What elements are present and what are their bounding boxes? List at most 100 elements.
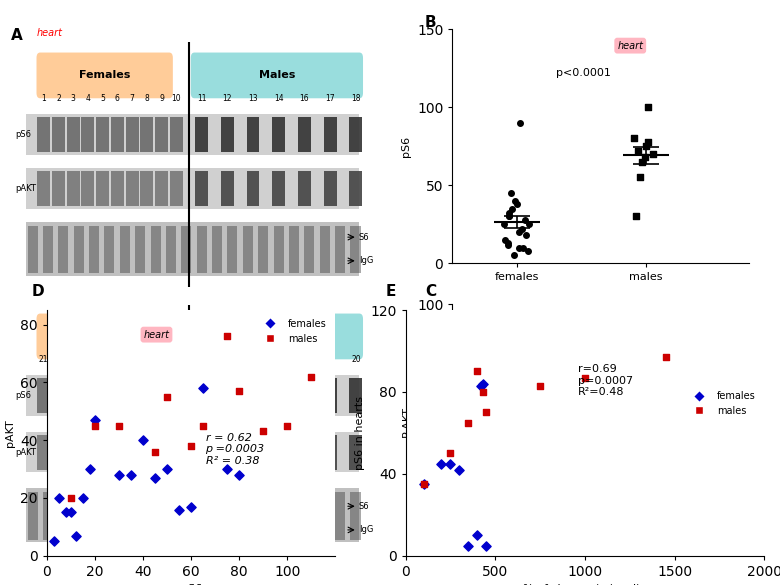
Point <box>60 508 73 517</box>
Point <box>112 470 125 480</box>
Bar <box>350 492 360 539</box>
Point <box>503 212 516 221</box>
Text: 5: 5 <box>101 94 105 103</box>
Bar <box>170 171 183 206</box>
Text: 12: 12 <box>222 94 232 103</box>
Text: 26: 26 <box>112 355 122 364</box>
Text: C: C <box>425 284 436 299</box>
Text: 9: 9 <box>159 94 164 103</box>
Bar <box>221 435 234 470</box>
Text: 13: 13 <box>248 94 258 103</box>
Point <box>197 383 209 393</box>
Point <box>112 421 125 431</box>
Text: 24: 24 <box>83 355 93 364</box>
Point <box>640 452 653 461</box>
Text: 20: 20 <box>351 355 360 364</box>
Point <box>642 137 654 146</box>
Bar <box>212 492 222 539</box>
Point <box>221 464 233 474</box>
Bar <box>89 492 99 539</box>
Bar <box>166 226 176 273</box>
Point <box>516 393 529 402</box>
Bar <box>258 492 268 539</box>
Text: B: B <box>425 15 437 30</box>
Point <box>516 243 529 252</box>
Point <box>640 142 652 151</box>
Point <box>477 387 489 397</box>
Point <box>517 468 530 477</box>
Bar <box>43 492 53 539</box>
Text: IgG: IgG <box>359 525 373 535</box>
Point <box>644 405 656 414</box>
Point <box>499 235 512 245</box>
Text: 4: 4 <box>86 94 90 103</box>
Point <box>89 421 101 431</box>
Bar <box>26 488 360 542</box>
Bar <box>274 226 284 273</box>
Point <box>504 463 516 473</box>
Point <box>69 531 82 540</box>
Point <box>84 464 97 474</box>
Bar <box>246 378 260 413</box>
Text: 16: 16 <box>274 355 283 364</box>
Bar <box>111 117 124 152</box>
Point <box>519 215 532 224</box>
Bar <box>170 378 183 413</box>
Bar <box>26 115 360 155</box>
Point <box>65 493 77 503</box>
Bar <box>151 226 161 273</box>
Text: Females: Females <box>79 70 130 80</box>
Bar <box>298 117 311 152</box>
Text: heart: heart <box>37 28 62 38</box>
Point <box>505 188 518 198</box>
Text: p =0.0001: p =0.0001 <box>535 343 594 353</box>
Point <box>643 417 655 426</box>
Bar <box>155 435 168 470</box>
Bar <box>304 226 314 273</box>
Bar <box>320 492 330 539</box>
Point <box>636 428 649 438</box>
Bar <box>349 435 362 470</box>
Point <box>511 449 523 459</box>
Point <box>89 415 101 425</box>
Point <box>221 331 233 340</box>
Point <box>48 536 60 546</box>
Bar <box>27 226 37 273</box>
Point <box>507 251 519 260</box>
Point <box>503 463 516 473</box>
Point <box>475 381 488 391</box>
Bar <box>27 492 37 539</box>
Bar <box>52 435 65 470</box>
Point <box>519 445 531 454</box>
Text: 8: 8 <box>144 94 149 103</box>
X-axis label: % of change in insulin: % of change in insulin <box>523 584 647 585</box>
Point <box>630 440 643 449</box>
Bar <box>197 492 207 539</box>
Bar <box>52 378 65 413</box>
Bar <box>258 226 268 273</box>
Point <box>477 379 489 388</box>
Text: 23: 23 <box>69 355 78 364</box>
Bar <box>81 117 94 152</box>
Point <box>660 352 672 362</box>
Point <box>498 487 511 496</box>
Point <box>502 240 514 249</box>
Text: 1: 1 <box>41 94 46 103</box>
Bar <box>350 226 360 273</box>
Point <box>642 405 654 414</box>
Point <box>644 428 657 438</box>
Legend: females, males: females, males <box>686 387 760 419</box>
Text: 17: 17 <box>325 94 335 103</box>
Point <box>161 392 173 401</box>
Point <box>305 372 317 381</box>
Bar <box>272 435 285 470</box>
FancyBboxPatch shape <box>191 314 363 359</box>
Bar <box>195 171 208 206</box>
Text: Males: Males <box>259 331 295 341</box>
Bar <box>37 171 50 206</box>
Bar <box>67 378 80 413</box>
Bar <box>155 171 168 206</box>
Bar <box>126 378 139 413</box>
Bar <box>243 492 253 539</box>
Text: 29: 29 <box>157 355 166 364</box>
